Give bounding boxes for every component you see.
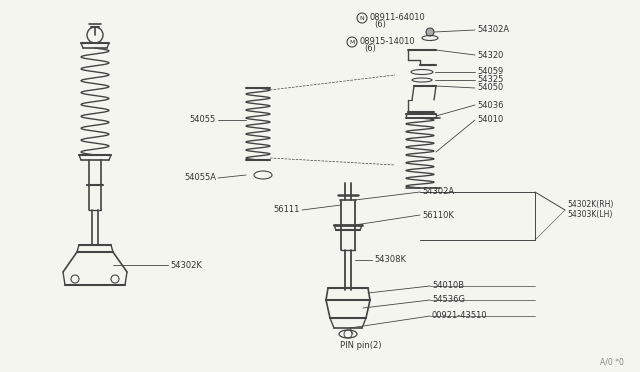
Text: 54302K(RH): 54302K(RH) — [567, 201, 613, 209]
Text: (6): (6) — [364, 45, 376, 54]
Text: 54308K: 54308K — [374, 256, 406, 264]
Text: 54536G: 54536G — [432, 295, 465, 305]
Text: N: N — [360, 16, 364, 20]
Text: M: M — [349, 39, 355, 45]
Text: 54055: 54055 — [189, 115, 216, 125]
Text: PIN pin(2): PIN pin(2) — [340, 340, 381, 350]
Text: 54055A: 54055A — [184, 173, 216, 183]
Text: 08915-14010: 08915-14010 — [360, 38, 415, 46]
Circle shape — [426, 28, 434, 36]
Text: 54302A: 54302A — [422, 187, 454, 196]
Text: 54325: 54325 — [477, 76, 504, 84]
Text: 56111: 56111 — [274, 205, 300, 215]
Text: A/0 *0: A/0 *0 — [600, 357, 624, 366]
Text: 54050: 54050 — [477, 83, 503, 93]
Text: 54010B: 54010B — [432, 282, 464, 291]
Text: 54010: 54010 — [477, 115, 503, 125]
Text: 54302K: 54302K — [170, 260, 202, 269]
Text: 00921-43510: 00921-43510 — [432, 311, 488, 321]
Text: 54036: 54036 — [477, 100, 504, 109]
Text: 54320: 54320 — [477, 51, 504, 60]
Text: 54059: 54059 — [477, 67, 503, 77]
Text: 56110K: 56110K — [422, 211, 454, 219]
Text: 08911-64010: 08911-64010 — [370, 13, 426, 22]
Text: (6): (6) — [374, 20, 386, 29]
Text: 54303K(LH): 54303K(LH) — [567, 211, 612, 219]
Text: 54302A: 54302A — [477, 26, 509, 35]
